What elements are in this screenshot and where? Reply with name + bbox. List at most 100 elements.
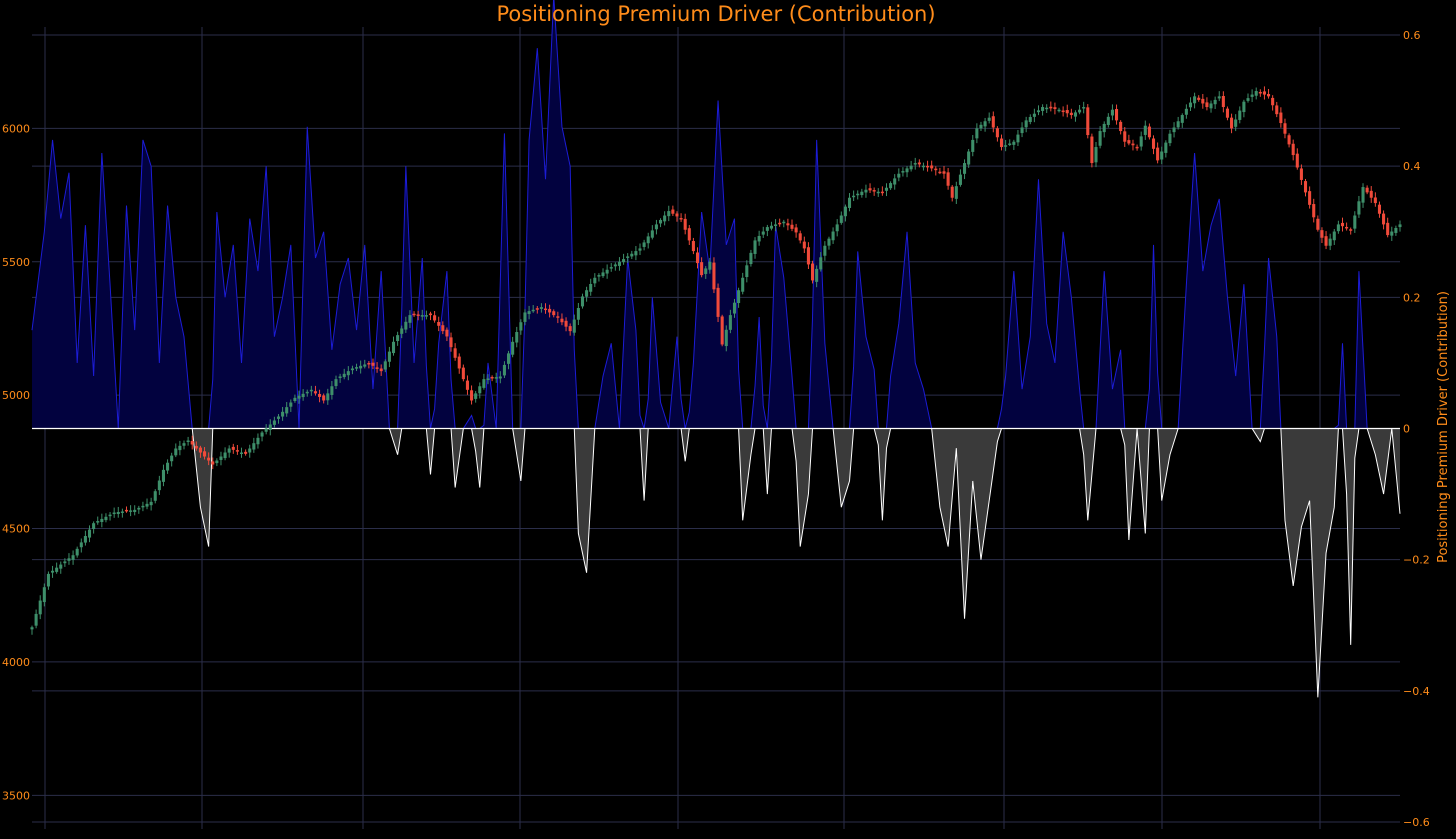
candle-body <box>498 376 502 379</box>
candle-body <box>1024 120 1028 128</box>
candle-body <box>917 162 921 165</box>
candle-body <box>239 452 244 455</box>
candle-body <box>387 351 391 362</box>
candle-body <box>1160 151 1164 160</box>
candle-body <box>963 163 967 174</box>
candle-body <box>293 397 297 402</box>
candle-body <box>1267 93 1271 97</box>
candle-body <box>593 277 597 284</box>
candle-body <box>1139 136 1143 147</box>
candle-body <box>675 213 679 217</box>
candle-body <box>174 448 178 456</box>
candle-body <box>634 251 638 256</box>
candle-body <box>1065 110 1069 114</box>
candle-body <box>765 227 769 231</box>
candle-body <box>991 116 995 128</box>
candle-body <box>827 238 831 246</box>
candle-body <box>589 283 593 292</box>
candle-body <box>322 395 326 401</box>
candle-body <box>1180 115 1184 123</box>
candle-body <box>950 186 954 198</box>
chart-title: Positioning Premium Driver (Contribution… <box>496 2 935 26</box>
candle-body <box>1086 107 1090 136</box>
candle-body <box>256 437 260 445</box>
candle-body <box>515 332 519 343</box>
candle-body <box>281 411 285 417</box>
candle-body <box>1045 107 1049 110</box>
candle-body <box>761 231 765 235</box>
candle-body <box>934 168 938 171</box>
candle-body <box>1110 109 1114 116</box>
candle-body <box>1119 121 1123 132</box>
candle-body <box>1041 107 1045 111</box>
candle-body <box>774 224 778 227</box>
candle-body <box>511 341 515 355</box>
candle-body <box>350 368 354 371</box>
candle-body <box>416 314 420 316</box>
candle-body <box>137 507 141 510</box>
candle-body <box>753 240 757 254</box>
candle-body <box>519 322 523 331</box>
candle-body <box>1390 231 1394 236</box>
candle-body <box>958 174 962 185</box>
candle-body <box>424 315 428 317</box>
candle-body <box>1213 99 1217 105</box>
candle-body <box>564 320 568 327</box>
candle-body <box>1032 113 1036 117</box>
candle-body <box>539 307 543 309</box>
candle-body <box>613 264 617 267</box>
candle-body <box>843 206 847 217</box>
candle-body <box>1078 109 1082 113</box>
candle-body <box>203 451 207 457</box>
candle-body <box>1377 204 1381 214</box>
candle-body <box>552 311 556 316</box>
candle-body <box>757 235 761 242</box>
candle-body <box>1020 127 1024 134</box>
candle-body <box>170 455 174 462</box>
candle-body <box>363 364 367 367</box>
candle-body <box>1291 143 1295 156</box>
candle-body <box>1369 190 1373 198</box>
candle-body <box>433 315 437 321</box>
candle-body <box>1316 218 1320 230</box>
candle-body <box>1151 138 1156 149</box>
candle-body <box>149 501 153 506</box>
candle-body <box>876 191 880 194</box>
left-axis-tick-labels: 3500 4000 4500 5000 5500 6000 <box>2 122 30 802</box>
candle-body <box>724 329 728 347</box>
candle-body <box>942 171 946 174</box>
candle-body <box>100 518 104 523</box>
candle-body <box>732 302 737 314</box>
candle-body <box>108 514 112 517</box>
candle-body <box>605 269 609 274</box>
candle-body <box>1217 96 1221 99</box>
candle-body <box>1332 231 1336 241</box>
candle-body <box>794 227 798 233</box>
candle-body <box>909 165 913 170</box>
right-tick-label: 0 <box>1403 423 1410 436</box>
candle-body <box>116 512 120 514</box>
right-tick-label: −0.2 <box>1403 554 1430 567</box>
candle-body <box>141 505 145 508</box>
candle-body <box>326 393 330 401</box>
candle-body <box>737 290 741 304</box>
candle-body <box>1102 123 1106 133</box>
candle-body <box>889 183 893 189</box>
candle-body <box>1349 229 1353 231</box>
candle-body <box>864 189 868 193</box>
candle-body <box>1287 135 1291 145</box>
candle-body <box>938 171 942 174</box>
candle-body <box>823 245 827 256</box>
candle-body <box>297 395 301 399</box>
candle-body <box>983 121 987 127</box>
candle-body <box>671 209 675 214</box>
candle-body <box>617 261 621 266</box>
candle-body <box>802 241 806 249</box>
candle-body <box>46 573 50 587</box>
right-axis-tick-labels: 0.6 0.4 0.2 0 −0.2 −0.4 −0.6 <box>1403 29 1430 829</box>
candle-body <box>880 191 884 194</box>
candle-body <box>494 377 498 379</box>
candle-body <box>556 316 560 318</box>
candle-body <box>811 263 815 281</box>
candle-body <box>75 548 79 556</box>
